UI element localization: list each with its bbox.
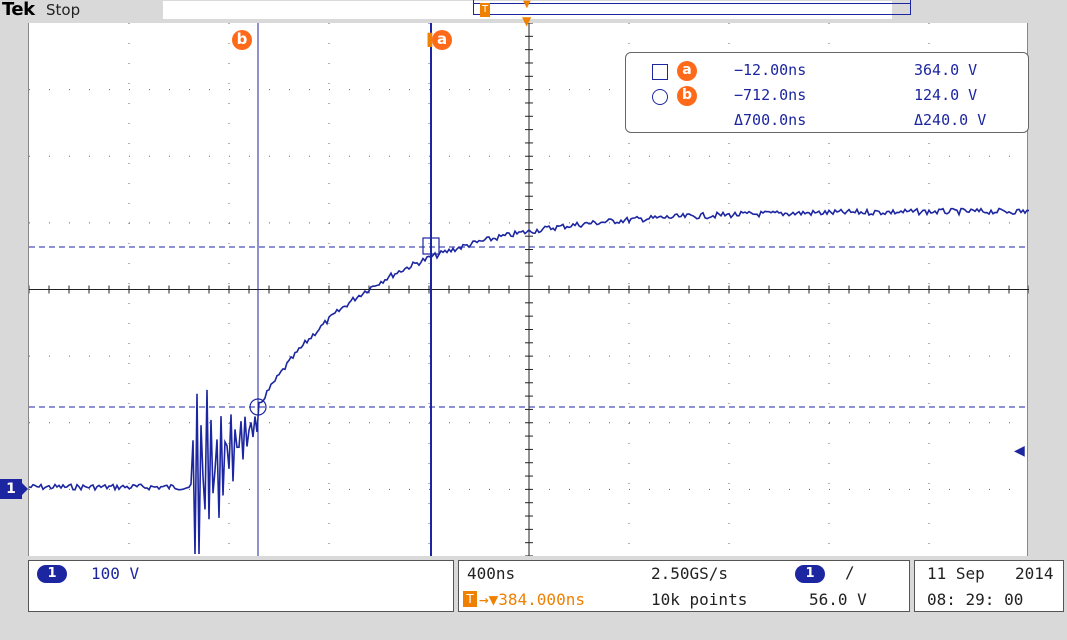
readout-b-time: −712.0ns (734, 86, 807, 104)
cursor-b-circle-icon (249, 398, 267, 416)
channel-1-ground-marker[interactable]: 1 (0, 479, 28, 499)
readout-a-volt: 364.0 V (914, 61, 978, 79)
sample-rate: 2.50GS/s (651, 564, 729, 583)
graticule-and-trace (29, 23, 1029, 556)
trigger-source-badge: 1 (795, 565, 825, 583)
readout-delta-time: Δ700.0ns (734, 111, 807, 129)
cursor-a-trigger-tick-icon: ▐ (423, 33, 433, 47)
vertical-status-panel[interactable]: 1 100 V (28, 560, 454, 612)
cursor-a-label[interactable]: a (432, 30, 452, 50)
record-view-window[interactable] (473, 0, 911, 15)
readout-b-label: b (677, 86, 697, 106)
cursor-readout-panel: a −12.00ns 364.0 V b −712.0ns 124.0 V Δ7… (625, 52, 1029, 133)
cursor-b-label[interactable]: b (232, 30, 252, 50)
readout-b-volt: 124.0 V (914, 86, 978, 104)
readout-row-delta: Δ700.0ns Δ240.0 V (626, 111, 1026, 133)
readout-row-a: a −12.00ns 364.0 V (626, 61, 1026, 83)
readout-delta-volt: Δ240.0 V (914, 111, 987, 129)
record-view-bar[interactable]: T ▼ (163, 0, 911, 19)
brand-logo: Tek (2, 0, 35, 20)
rising-edge-icon: ∕ (845, 563, 855, 582)
readout-a-label: a (677, 61, 697, 81)
record-length: 10k points (651, 590, 748, 609)
cursor-a-square-icon (422, 237, 440, 255)
date-time-panel: 11 Sep 2014 08: 29: 00 (914, 560, 1064, 612)
graticule-grid (29, 23, 1029, 556)
record-expansion-marker: ▼ (523, 0, 531, 10)
trigger-position: →▼384.000ns (479, 590, 585, 609)
horizontal-trigger-panel[interactable]: 400ns 2.50GS/s T →▼384.000ns 10k points … (458, 560, 910, 612)
readout-row-b: b −712.0ns 124.0 V (626, 86, 1026, 108)
square-icon (652, 64, 668, 80)
time-per-div: 400ns (467, 564, 516, 583)
time-of-day: 08: 29: 00 (927, 590, 1024, 609)
trigger-position-icon: ▼ (522, 14, 532, 28)
readout-a-time: −12.00ns (734, 61, 807, 79)
acquisition-state: Stop (46, 1, 81, 19)
channel-1-waveform (29, 207, 1029, 555)
trigger-position-badge: T (463, 591, 477, 607)
channel-1-badge: 1 (37, 565, 67, 583)
trigger-level-arrow-icon: ◀ (1014, 443, 1025, 459)
date-year: 2014 (1015, 564, 1054, 583)
date-day-month: 11 Sep (927, 564, 985, 583)
vertical-scale: 100 V (91, 564, 140, 583)
top-bar: Tek Stop T ▼ (0, 0, 1067, 22)
trigger-level: 56.0 V (809, 590, 867, 609)
record-trigger-marker: T (480, 3, 490, 17)
circle-icon (652, 89, 668, 105)
